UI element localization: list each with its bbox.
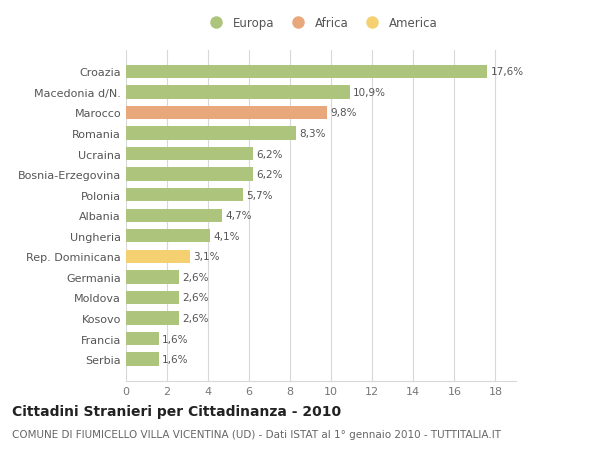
Bar	[126, 353, 159, 366]
Bar	[126, 332, 159, 346]
Text: 4,7%: 4,7%	[226, 211, 252, 221]
Bar	[126, 86, 350, 99]
Bar	[126, 230, 210, 243]
Text: COMUNE DI FIUMICELLO VILLA VICENTINA (UD) - Dati ISTAT al 1° gennaio 2010 - TUTT: COMUNE DI FIUMICELLO VILLA VICENTINA (UD…	[12, 429, 501, 439]
Text: 6,2%: 6,2%	[256, 170, 283, 180]
Text: 1,6%: 1,6%	[162, 334, 188, 344]
Bar	[126, 127, 296, 140]
Text: 5,7%: 5,7%	[246, 190, 272, 200]
Text: 6,2%: 6,2%	[256, 149, 283, 159]
Text: 1,6%: 1,6%	[162, 354, 188, 364]
Text: 3,1%: 3,1%	[193, 252, 219, 262]
Text: 2,6%: 2,6%	[182, 313, 209, 323]
Bar	[126, 291, 179, 304]
Text: 2,6%: 2,6%	[182, 272, 209, 282]
Text: 4,1%: 4,1%	[213, 231, 240, 241]
Bar	[126, 209, 223, 223]
Text: 8,3%: 8,3%	[299, 129, 326, 139]
Bar	[126, 271, 179, 284]
Text: Cittadini Stranieri per Cittadinanza - 2010: Cittadini Stranieri per Cittadinanza - 2…	[12, 404, 341, 418]
Bar	[126, 66, 487, 79]
Text: 10,9%: 10,9%	[353, 88, 386, 98]
Bar	[126, 147, 253, 161]
Bar	[126, 250, 190, 263]
Text: 2,6%: 2,6%	[182, 293, 209, 303]
Bar	[126, 106, 327, 120]
Legend: Europa, Africa, America: Europa, Africa, America	[201, 13, 441, 34]
Bar	[126, 168, 253, 181]
Text: 9,8%: 9,8%	[330, 108, 357, 118]
Bar	[126, 312, 179, 325]
Text: 17,6%: 17,6%	[490, 67, 523, 77]
Bar	[126, 189, 243, 202]
